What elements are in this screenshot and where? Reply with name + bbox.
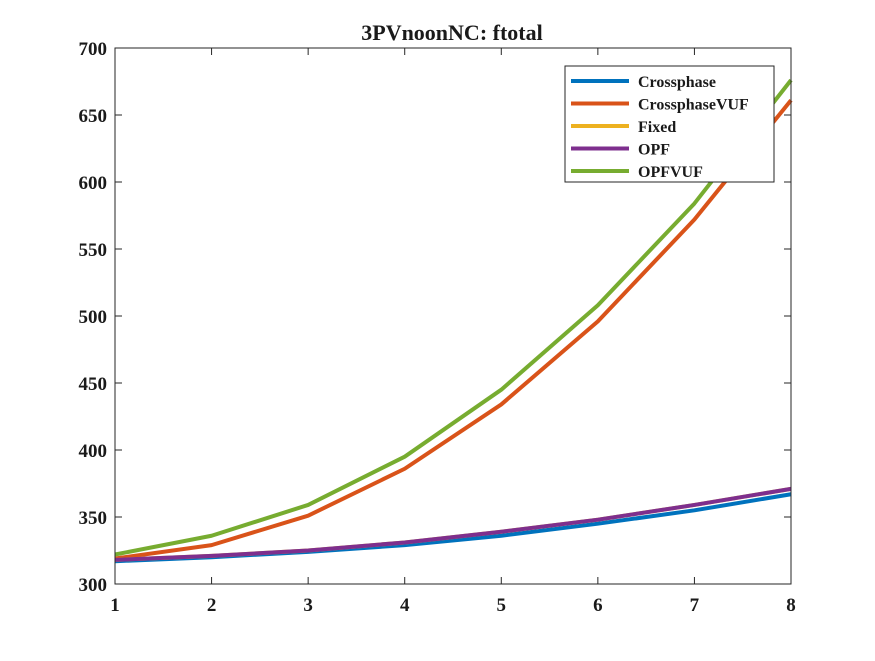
axes: 1 2 3 4 5 6 7 8 300 350 400 450 500 550 600 650 700 [79, 39, 796, 616]
legend-label-opf: OPF [638, 142, 670, 159]
y-tick-label: 600 [79, 173, 108, 194]
legend: Crossphase CrossphaseVUF Fixed OPF OPFVUF [564, 65, 775, 183]
chart-title: 3PVnoonNC: ftotal [361, 20, 543, 45]
legend-label-crossphasevuf: CrossphaseVUF [638, 97, 749, 114]
x-tick-label: 1 [110, 595, 120, 616]
x-tick-label: 7 [690, 595, 700, 616]
series-line-crossphasevuf [114, 99, 793, 561]
y-tick-label: 650 [79, 106, 108, 127]
y-tick-label: 350 [79, 508, 108, 529]
plot-area [114, 78, 793, 564]
y-tick-label: 700 [79, 39, 108, 60]
y-tick-label: 400 [79, 441, 108, 462]
series-line-opfvuf [114, 78, 793, 557]
x-tick-label: 5 [497, 595, 507, 616]
series-line-opf [114, 486, 792, 562]
y-tick-label: 550 [79, 240, 108, 261]
x-tick-label: 8 [786, 595, 796, 616]
y-tick-label: 500 [79, 307, 108, 328]
series-line-fixed [114, 486, 792, 562]
y-tick-label: 300 [79, 575, 108, 596]
x-tick-label: 6 [593, 595, 603, 616]
legend-label-fixed: Fixed [638, 119, 676, 136]
legend-label-crossphase: Crossphase [638, 74, 716, 91]
y-tick-label: 450 [79, 374, 108, 395]
x-tick-label: 2 [207, 595, 217, 616]
legend-label-opfvuf: OPFVUF [638, 164, 703, 181]
x-tick-label: 3 [303, 595, 313, 616]
x-tick-label: 4 [400, 595, 410, 616]
